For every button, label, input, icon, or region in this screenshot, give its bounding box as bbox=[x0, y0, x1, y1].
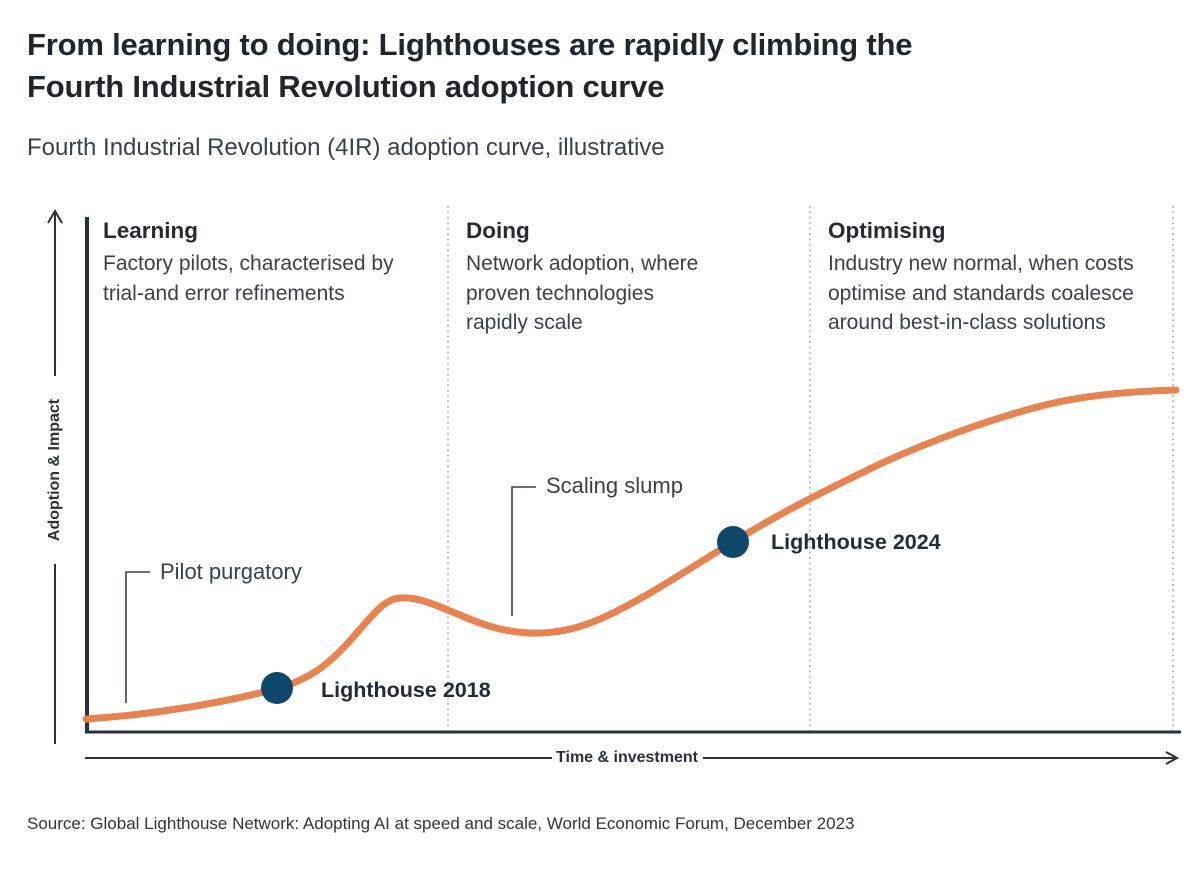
phase-block-learning: Learning Factory pilots, characterised b… bbox=[103, 216, 433, 308]
phase-name-learning: Learning bbox=[103, 218, 199, 243]
lighthouse-2024-dot bbox=[717, 526, 749, 558]
lighthouse-2018-label: Lighthouse 2018 bbox=[321, 678, 491, 702]
page-title: From learning to doing: Lighthouses are … bbox=[27, 24, 1047, 108]
chart-subtitle: Fourth Industrial Revolution (4IR) adopt… bbox=[27, 134, 665, 161]
y-axis-label: Adoption & Impact bbox=[46, 398, 63, 542]
phase-name-optimising: Optimising bbox=[828, 218, 946, 243]
page-title-line2: Fourth Industrial Revolution adoption cu… bbox=[27, 69, 665, 104]
x-axis-label: Time & investment bbox=[556, 749, 698, 766]
scaling-slump-leader-line bbox=[511, 486, 536, 616]
pilot-purgatory-annotation: Pilot purgatory bbox=[160, 559, 302, 584]
x-axis-arrowhead-icon bbox=[1165, 751, 1180, 765]
phase-description-learning: Factory pilots, characterised by trial-a… bbox=[103, 252, 394, 305]
adoption-curve bbox=[82, 386, 1180, 723]
lighthouse-2024-label: Lighthouse 2024 bbox=[771, 530, 941, 554]
lighthouse-2018-dot bbox=[261, 672, 293, 704]
source-attribution: Source: Global Lighthouse Network: Adopt… bbox=[27, 814, 855, 833]
phase-description-optimising: Industry new normal, when costs optimise… bbox=[828, 252, 1134, 334]
phase-block-doing: Doing Network adoption, where proven tec… bbox=[466, 216, 716, 338]
phase-name-doing: Doing bbox=[466, 218, 530, 243]
y-axis-arrowhead-icon bbox=[47, 209, 63, 224]
phase-block-optimising: Optimising Industry new normal, when cos… bbox=[828, 216, 1176, 338]
pilot-purgatory-leader-line bbox=[125, 571, 150, 703]
page-title-line1: From learning to doing: Lighthouses are … bbox=[27, 27, 913, 62]
scaling-slump-annotation: Scaling slump bbox=[546, 473, 683, 498]
phase-description-doing: Network adoption, where proven technolog… bbox=[466, 252, 699, 334]
